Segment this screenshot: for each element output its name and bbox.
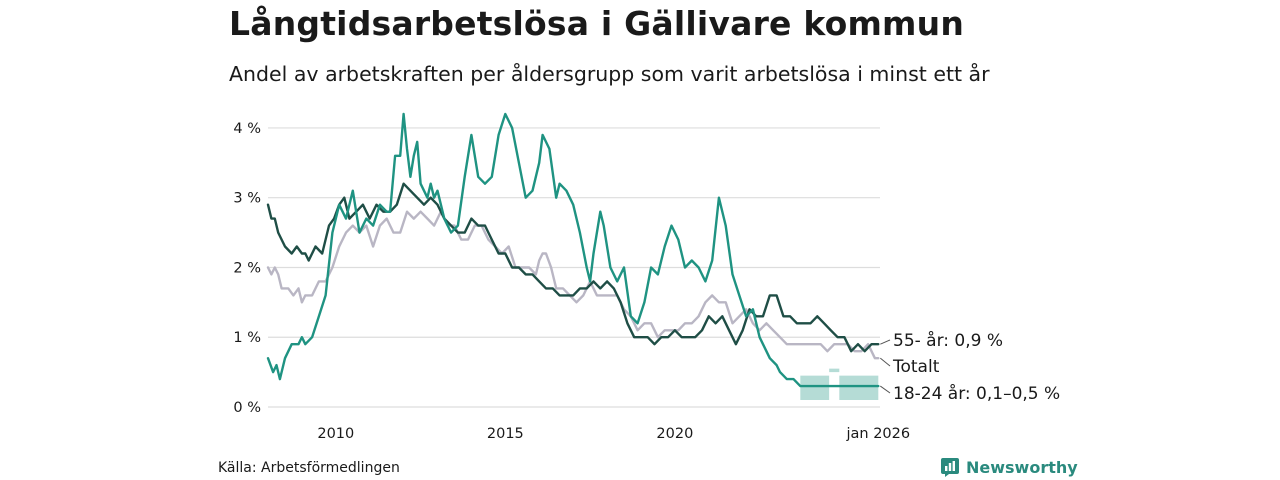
chart-title: Långtidsarbetslösa i Gällivare kommun: [229, 4, 965, 43]
brand-name: Newsworthy: [966, 457, 1078, 477]
band-segment-3: [839, 375, 879, 401]
end-label-totalt: Totalt: [892, 357, 940, 377]
y-tick-label: 1 %: [233, 330, 261, 346]
bar-chart-icon: [941, 458, 959, 477]
series-lines: [266, 112, 880, 388]
band-segment-2: [829, 368, 840, 373]
grid-lines: [268, 127, 880, 408]
y-tick-label: 0 %: [233, 400, 261, 416]
end-labels: Totalt 55- år: 0,9 % 18-24 år: 0,1–0,5 %: [879, 330, 1060, 404]
y-tick-label: 4 %: [233, 121, 261, 137]
leader-line-totalt: [879, 357, 891, 367]
band-segment-1: [800, 375, 830, 401]
x-tick-label: 2010: [317, 426, 354, 442]
uncertainty-band: [800, 368, 879, 401]
chart-subtitle: Andel av arbetskraften per åldersgrupp s…: [229, 62, 990, 86]
brand-logo: Newsworthy: [940, 456, 1078, 478]
series-line-18-24-r: [266, 112, 880, 388]
y-tick-label: 2 %: [233, 260, 261, 276]
series-line-totalt: [266, 210, 880, 360]
source-note: Källa: Arbetsförmedlingen: [218, 460, 400, 476]
x-tick-label: jan 2026: [845, 426, 910, 442]
leader-line-55-r: [880, 339, 891, 345]
end-label-55-r: 55- år: 0,9 %: [893, 330, 1003, 351]
y-axis-ticks: 0 % 1 % 2 % 3 % 4 %: [233, 121, 261, 416]
y-tick-label: 3 %: [233, 191, 261, 207]
end-label-18-24-r: 18-24 år: 0,1–0,5 %: [893, 383, 1060, 404]
x-tick-label: 2020: [656, 426, 693, 442]
x-tick-label: 2015: [487, 426, 524, 442]
leader-line-18-24-r: [880, 385, 891, 394]
x-axis-ticks: 2010 2015 2020 jan 2026: [317, 426, 910, 442]
